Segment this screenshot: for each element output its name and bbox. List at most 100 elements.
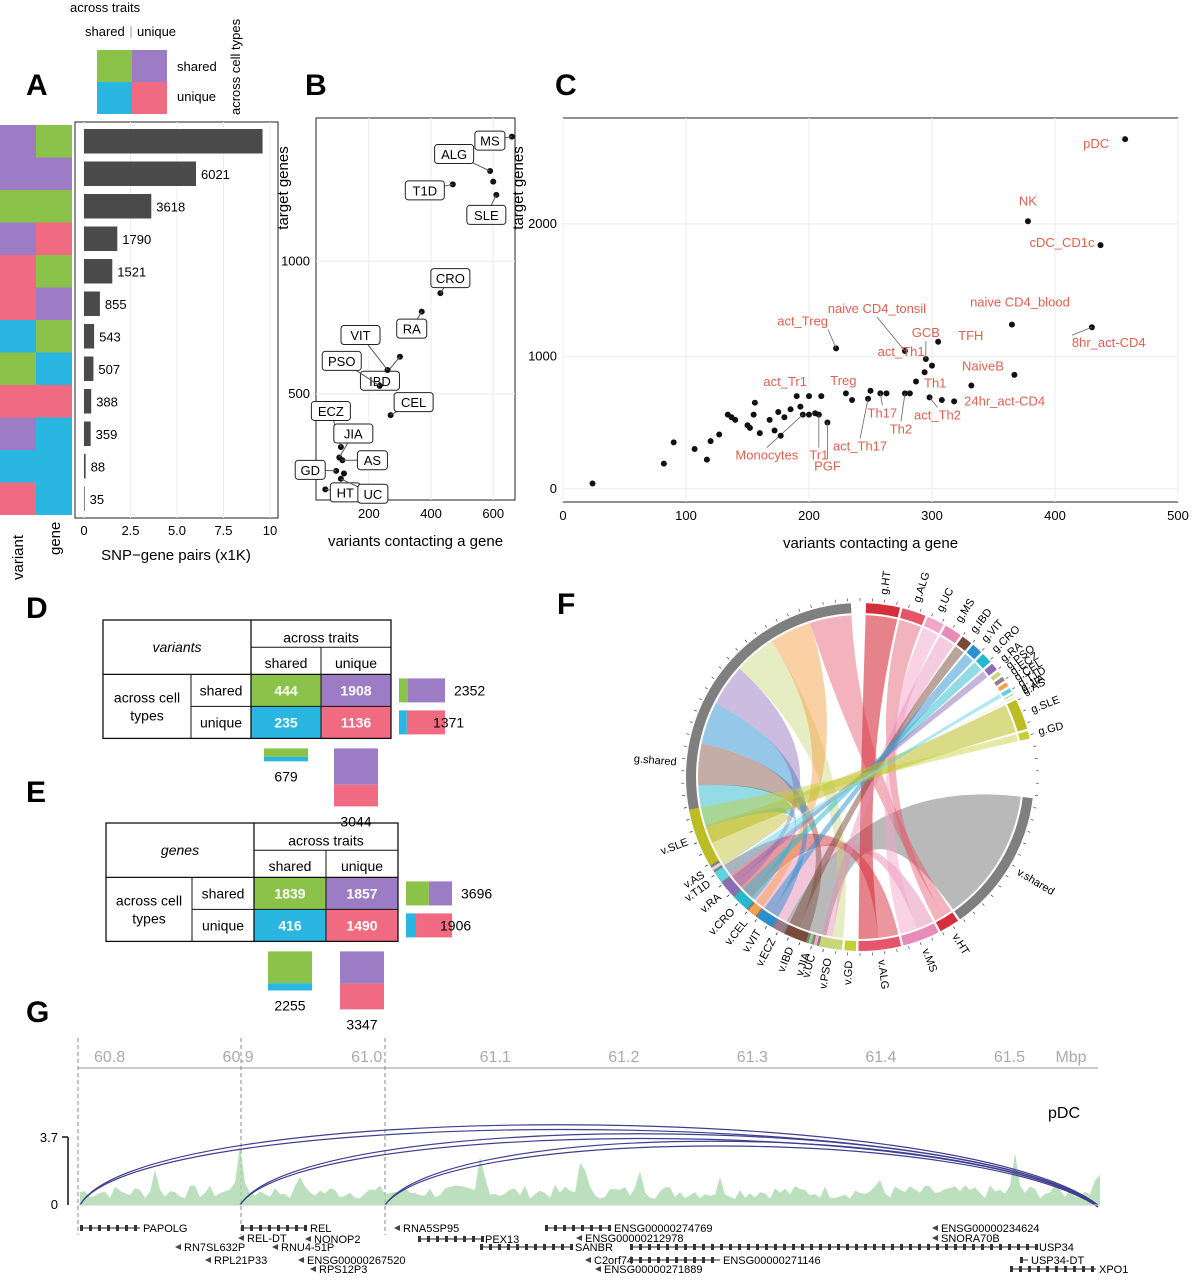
panelD-table-border [102,619,392,740]
panel-g-gene-marker [238,1235,244,1241]
panel-g-gene-exon [909,1244,912,1250]
panel-g-gene-label: RNU4-51P [281,1242,334,1254]
panel-g-gene-exon [945,1244,948,1250]
panel-a-variant-tile [0,125,36,158]
panel-g-gene-label: RNA5SP95 [403,1223,459,1235]
panel-g-coverage-area [80,1145,1100,1205]
panelE-row-total-label: 1906 [440,917,471,933]
panel-g-gene-exon [648,1244,651,1250]
panel-label-e: E [26,776,46,809]
panel-a-bar-label: 388 [96,394,118,409]
panelE-value-text: 416 [278,917,302,933]
panel-f-tick [735,903,738,906]
panel-g-gene-exon [918,1244,921,1250]
panel-g-gene-exon [608,1225,611,1231]
panelC-x-axis-label: variants contacting a gene [783,535,958,552]
panelD-value-text: 235 [274,714,298,730]
panel-g-gene-exon [711,1257,714,1263]
panelC-point [1011,371,1018,378]
panelE-row-total-bar [406,881,429,906]
panel-f-sector-arc [808,933,814,945]
panel-a-bar [84,291,100,316]
panel-b-point-label: IBD [369,374,391,389]
panel-c-point-label: naive CD4_blood [970,295,1070,310]
panel-g-gene-exon [873,1244,876,1250]
panel-c-leader-line [1071,326,1093,336]
panel-c-point-label: TFH [958,328,983,343]
panel-g-gene-exon [116,1225,119,1231]
panel-g-position-label: 60.8 [94,1049,125,1066]
panel-f-tick [711,875,715,878]
panelC-x-tick-label: 500 [1167,508,1189,523]
panel-g-gene-marker [310,1266,316,1272]
panel-g-gene-label: C2orf74 [594,1255,633,1267]
panel-g-position-label: 61.2 [608,1049,639,1066]
panel-a-variant-tile [0,385,36,418]
panelE-col-label: shared [269,858,312,874]
panel-g-gene-exon [972,1244,975,1250]
panel-f-tick [822,601,824,605]
panelC-y-axis-label: target genes [510,146,527,229]
panel-c-point-label: NaiveB [962,359,1004,374]
panel-f-sector-arc [935,912,959,932]
panel-a-bar-label: 359 [96,427,118,442]
panel-f-tick [810,604,812,608]
panel-f-tick [689,831,693,833]
panel-g-gene-exon [561,1244,564,1250]
panel-g-gene-exon [277,1225,280,1231]
panel-a-bar-label: 507 [98,362,120,377]
panelC-point [906,390,913,397]
panel-a-x-tick-label: 2.5 [121,523,139,538]
panel-a-bar [84,454,86,479]
panel-a-bar-label: 855 [105,297,127,312]
panel-g-gene-label: RPS12P3 [319,1264,367,1276]
panelC-point [849,397,856,404]
panel-g-gene-exon [963,1244,966,1250]
panel-a-gene-tile [36,320,72,353]
panel-b-label-box [340,325,381,346]
panel-f-tick [1023,709,1027,712]
panel-f-chord-ribbon [701,703,808,917]
panel-g-gene-marker [175,1244,181,1250]
panel-g-gene-label: REL-DT [247,1233,287,1245]
panel-f-chord-ribbon [821,636,954,937]
panel-g-position-label: 61.1 [480,1049,511,1066]
panel-f-tick [726,657,730,660]
panelC-point [781,414,788,421]
panelE-col-label: unique [341,858,383,874]
panel-a-bar [84,356,94,381]
panel-a-bar-label: 1790 [122,232,151,247]
panel-g-gene-exon [675,1244,678,1250]
panel-g-gene-exon [472,1236,475,1242]
panel-a-bar [84,389,92,414]
panel-g-gene-exon [98,1225,101,1231]
panel-g-gene-exon [125,1225,128,1231]
panel-f-tick [896,949,898,953]
panel-g-gene-marker [932,1235,938,1241]
panel-a-bar-label: 6021 [201,167,230,182]
panelC-point [787,406,794,413]
panel-g-gene-marker [205,1257,211,1263]
panel-g-loop-arc [239,1133,1099,1206]
panel-b-point-label: PSO [328,354,355,369]
panel-g-gene-exon [1010,1266,1013,1272]
panelD-row-total-label: 2352 [454,682,485,698]
panel-f-tick [693,709,697,712]
panelC-x-tick-label: 200 [798,508,820,523]
panelD-row-total-label: 1371 [433,714,464,730]
panel-f-tick [998,885,1002,888]
panel-f-tick [686,733,690,735]
panel-c-scatter: 0 100 200 300 400 500 0 1000 2000 variants contac… [510,117,1189,552]
panel-f-sector-label: v.UC [801,953,819,979]
panel-d-variant-table: 444 1908 235 1136 variants across traits share… [102,619,485,829]
panel-g-gene-exon [1019,1266,1022,1272]
panel-f-tick [786,937,789,941]
panel-c-point-label: act_Treg [777,313,828,328]
panelE-col-total-label: 2255 [274,997,305,1013]
panel-f-tick [754,919,757,922]
panelE-table-border [105,822,399,943]
panel-g-position-label: 61.5 [994,1049,1025,1066]
panel-a-bar-label: 1521 [117,264,146,279]
panel-f-sector-arc [813,935,820,946]
